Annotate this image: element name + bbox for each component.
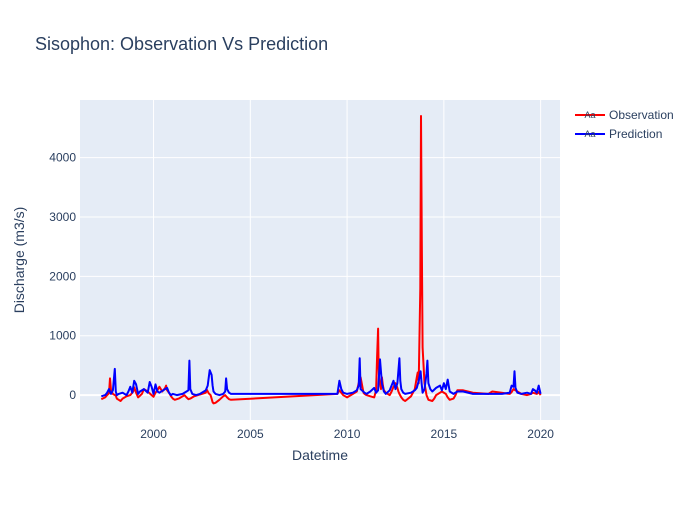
x-tick-label: 2010 [334, 427, 361, 441]
legend-glyph-prediction: Aa [584, 129, 595, 139]
y-tick-label: 0 [69, 388, 76, 402]
legend-label-prediction: Prediction [609, 127, 662, 141]
legend-glyph-observation: Aa [584, 110, 595, 120]
y-axis-title: Discharge (m3/s) [11, 207, 27, 314]
y-tick-label: 3000 [49, 210, 76, 224]
legend: Aa Observation Aa Prediction [575, 108, 674, 141]
tick-labels: 2000 2005 2010 2015 2020 0 1000 2000 3000 4000 [49, 151, 554, 441]
traces [100, 115, 542, 405]
legend-item-observation[interactable]: Aa Observation [575, 108, 674, 122]
x-tick-label: 2015 [431, 427, 458, 441]
chart-title: Sisophon: Observation Vs Prediction [35, 34, 328, 54]
plot-area [80, 100, 560, 420]
x-tick-label: 2000 [140, 427, 167, 441]
y-tick-label: 1000 [49, 329, 76, 343]
legend-item-prediction[interactable]: Aa Prediction [575, 127, 662, 141]
x-tick-label: 2005 [237, 427, 264, 441]
y-tick-label: 4000 [49, 151, 76, 165]
y-tick-label: 2000 [49, 269, 76, 283]
series-line-prediction[interactable] [101, 357, 542, 398]
x-axis-title: Datetime [292, 447, 348, 463]
legend-label-observation: Observation [609, 108, 674, 122]
x-tick-label: 2020 [527, 427, 554, 441]
